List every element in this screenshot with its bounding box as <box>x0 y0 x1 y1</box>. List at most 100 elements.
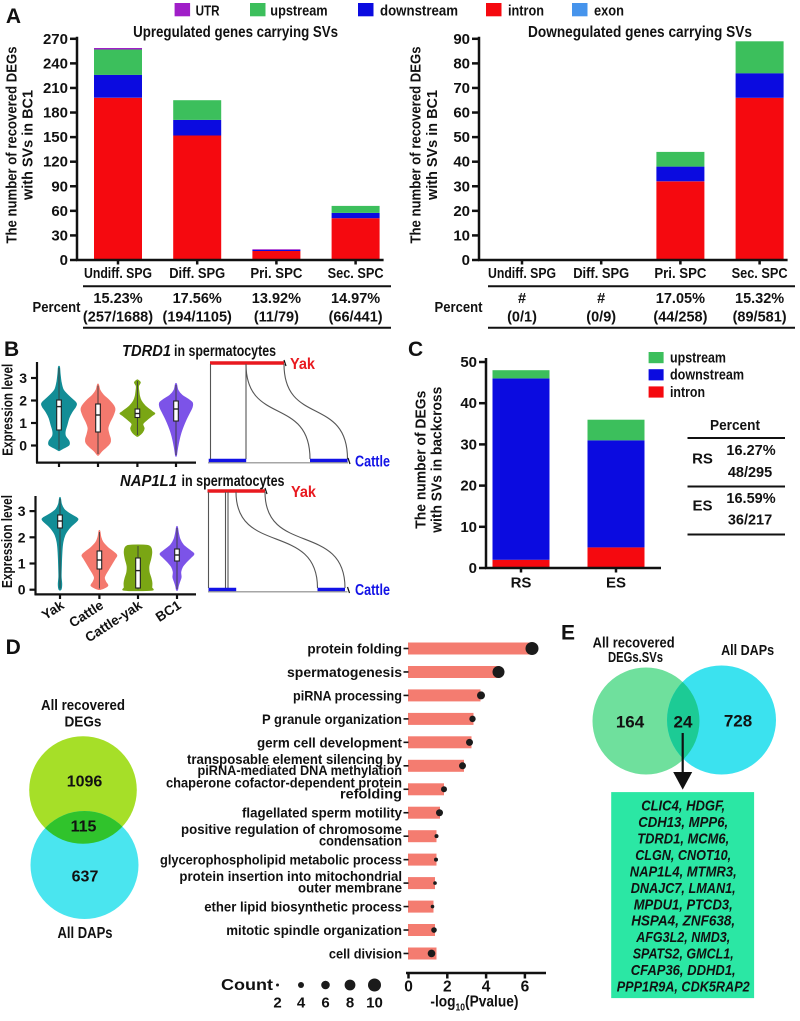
svg-text:positive regulation of chromos: positive regulation of chromosome <box>181 821 402 837</box>
svg-text:637: 637 <box>72 869 99 886</box>
svg-text:cell division: cell division <box>329 945 402 961</box>
svg-text:0: 0 <box>469 560 477 577</box>
svg-text:intron: intron <box>670 384 705 401</box>
svg-text:70: 70 <box>453 80 470 97</box>
svg-text:#: # <box>597 291 605 307</box>
svg-text:downstream: downstream <box>670 367 744 384</box>
svg-text:1: 1 <box>19 415 27 431</box>
svg-text:spermatogenesis: spermatogenesis <box>287 664 402 680</box>
svg-text:C: C <box>408 338 423 361</box>
svg-text:TDRD1: TDRD1 <box>122 343 171 360</box>
svg-text:CLGN, CNOT10,: CLGN, CNOT10, <box>635 847 731 864</box>
svg-text:(0/9): (0/9) <box>586 310 616 326</box>
svg-text:10: 10 <box>453 227 470 244</box>
svg-text:downstream: downstream <box>380 2 458 19</box>
svg-text:(194/1105): (194/1105) <box>163 310 233 326</box>
svg-text:The number of recovered DEGs: The number of recovered DEGs <box>3 47 20 244</box>
svg-text:3: 3 <box>18 503 26 519</box>
svg-text:20: 20 <box>453 203 470 220</box>
svg-text:The number of recovered DEGs: The number of recovered DEGs <box>408 47 425 244</box>
svg-text:protein insertion into mitocho: protein insertion into mitochondrial <box>179 868 402 884</box>
svg-text:0: 0 <box>19 438 27 454</box>
svg-text:Percent: Percent <box>33 299 81 316</box>
svg-text:0: 0 <box>404 979 413 996</box>
svg-text:exon: exon <box>594 2 624 19</box>
svg-text:DNAJC7, LMAN1,: DNAJC7, LMAN1, <box>631 880 736 897</box>
svg-text:Percent: Percent <box>435 299 483 316</box>
svg-text:ES: ES <box>606 575 626 592</box>
svg-text:80: 80 <box>453 55 470 72</box>
svg-text:Sec. SPC: Sec. SPC <box>732 265 788 282</box>
svg-text:(89/581): (89/581) <box>733 310 787 326</box>
svg-text:48/295: 48/295 <box>728 465 772 481</box>
svg-text:30: 30 <box>453 178 470 195</box>
svg-text:270: 270 <box>43 31 68 48</box>
svg-text:Sec. SPC: Sec. SPC <box>328 265 384 282</box>
svg-text:intron: intron <box>508 2 544 19</box>
svg-text:36/217: 36/217 <box>728 513 772 529</box>
svg-text:Percent: Percent <box>710 417 760 434</box>
svg-text:Undiff. SPG: Undiff. SPG <box>488 265 556 282</box>
svg-text:60: 60 <box>51 203 68 220</box>
svg-text:HSPA4, ZNF638,: HSPA4, ZNF638, <box>631 913 735 930</box>
svg-text:E: E <box>561 622 575 645</box>
svg-text:PPP1R9A, CDK5RAP2: PPP1R9A, CDK5RAP2 <box>617 978 751 995</box>
svg-text:chaperone cofactor-dependent p: chaperone cofactor-dependent protein <box>166 774 402 790</box>
svg-text:20: 20 <box>460 478 477 495</box>
svg-text:40: 40 <box>460 395 477 412</box>
svg-text:Diff. SPG: Diff. SPG <box>169 265 225 282</box>
svg-text:13.92%: 13.92% <box>252 291 301 307</box>
svg-text:15.32%: 15.32% <box>735 291 784 307</box>
svg-text:mitotic spindle organization: mitotic spindle organization <box>226 922 402 938</box>
svg-text:RS: RS <box>692 451 713 468</box>
svg-text:(44/258): (44/258) <box>653 310 707 326</box>
svg-text:DEGs.SVs: DEGs.SVs <box>608 649 663 666</box>
svg-text:30: 30 <box>460 436 477 453</box>
svg-text:Yak: Yak <box>290 356 315 373</box>
svg-text:All DAPs: All DAPs <box>721 642 774 659</box>
svg-text:ether lipid biosynthetic proce: ether lipid biosynthetic process <box>204 899 402 915</box>
svg-text:CLIC4, HDGF,: CLIC4, HDGF, <box>641 798 725 815</box>
svg-text:164: 164 <box>616 713 645 732</box>
svg-text:120: 120 <box>43 154 68 171</box>
svg-text:1: 1 <box>18 556 26 572</box>
svg-text:NAP1L4, MTMR3,: NAP1L4, MTMR3, <box>630 863 737 880</box>
svg-text:with SVs in backcross: with SVs in backcross <box>428 387 445 534</box>
svg-text:10: 10 <box>366 995 383 1012</box>
svg-text:6: 6 <box>521 979 530 996</box>
svg-text:DEGs: DEGs <box>65 713 102 730</box>
svg-text:glycerophospholipid metabolic: glycerophospholipid metabolic process <box>160 852 402 868</box>
svg-text:24: 24 <box>674 713 693 732</box>
svg-text:Yak: Yak <box>291 484 316 501</box>
svg-text:Diff. SPG: Diff. SPG <box>573 265 629 282</box>
svg-text:All DAPs: All DAPs <box>58 925 113 942</box>
svg-text:Upregulated genes carrying SVs: Upregulated genes carrying SVs <box>133 24 338 41</box>
svg-text:240: 240 <box>43 55 68 72</box>
svg-text:(11/79): (11/79) <box>254 310 299 326</box>
svg-text:0: 0 <box>18 582 26 598</box>
svg-text:14.97%: 14.97% <box>331 291 380 307</box>
svg-text:with SVs in BC1: with SVs in BC1 <box>20 90 37 201</box>
svg-text:17.56%: 17.56% <box>173 291 222 307</box>
svg-text:CDH13, MPP6,: CDH13, MPP6, <box>638 814 728 831</box>
svg-text:ES: ES <box>692 498 712 515</box>
svg-text:1096: 1096 <box>67 774 103 791</box>
svg-text:Downegulated genes carrying SV: Downegulated genes carrying SVs <box>528 24 752 41</box>
svg-text:with SVs in BC1: with SVs in BC1 <box>424 90 441 201</box>
svg-text:(66/441): (66/441) <box>329 310 383 326</box>
svg-text:6: 6 <box>321 995 329 1012</box>
svg-text:0: 0 <box>462 252 470 269</box>
svg-text:P granule organization: P granule organization <box>262 711 402 727</box>
svg-text:Expression level: Expression level <box>0 364 17 456</box>
svg-text:30: 30 <box>51 227 68 244</box>
svg-text:90: 90 <box>51 178 68 195</box>
svg-text:0: 0 <box>60 252 68 269</box>
svg-text:40: 40 <box>453 154 470 171</box>
svg-text:17.05%: 17.05% <box>656 291 705 307</box>
svg-text:(0/1): (0/1) <box>507 310 537 326</box>
svg-text:-log10(Pvalue): -log10(Pvalue) <box>430 994 518 1014</box>
svg-text:upstream: upstream <box>270 2 327 19</box>
svg-text:8: 8 <box>346 995 354 1012</box>
svg-text:All recovered: All recovered <box>41 697 125 714</box>
svg-text:protein folding: protein folding <box>307 641 402 657</box>
